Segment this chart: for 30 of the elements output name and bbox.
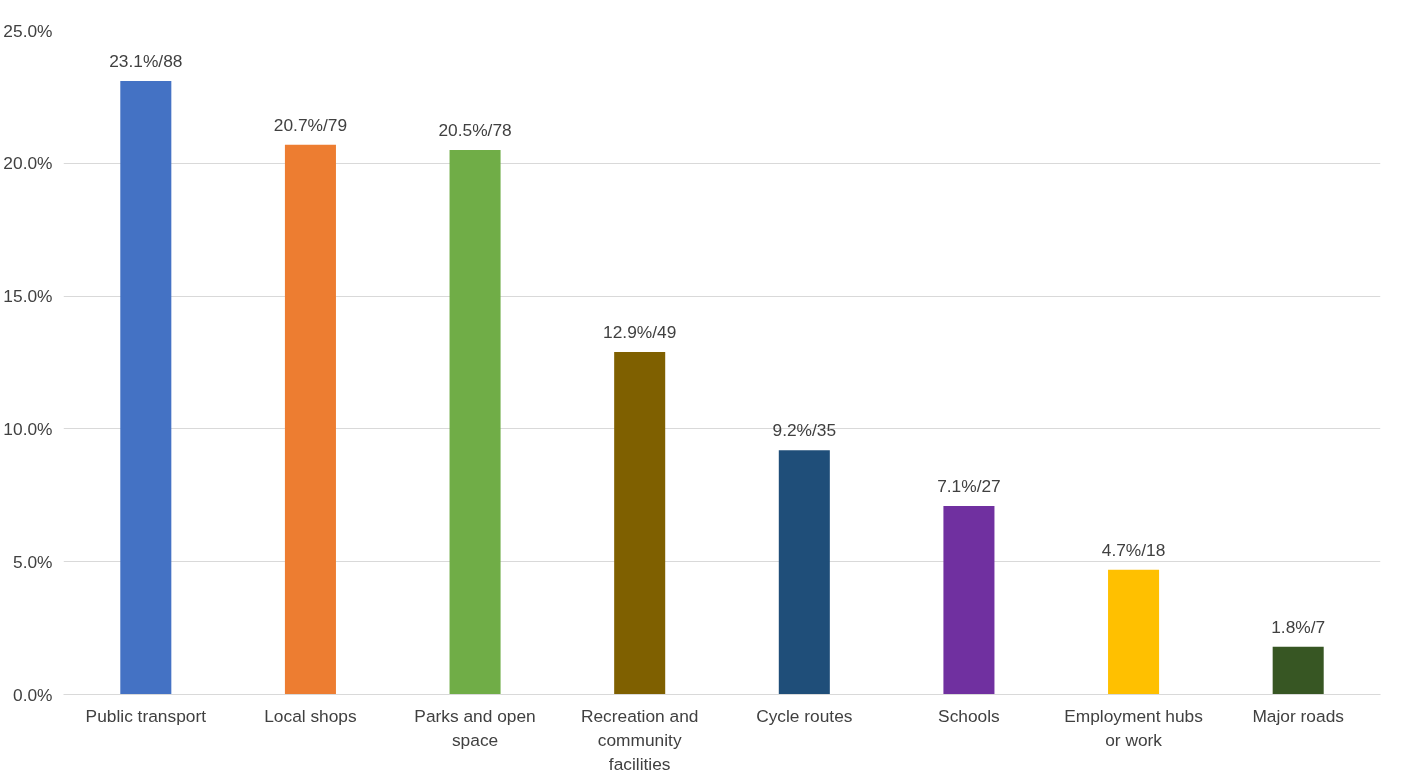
y-tick-label: 5.0% [13,551,53,572]
data-label: 1.8%/7 [1271,616,1326,637]
y-tick-label: 15.0% [3,286,53,307]
y-tick-label: 25.0% [3,20,53,41]
x-tick-label: Recreation and community facilities [580,705,699,774]
x-tick-label: Local shops [264,705,358,726]
data-label: 20.7%/79 [273,114,348,135]
bar [778,450,830,695]
bar [943,505,995,695]
bar [449,150,501,695]
x-tick-label: Parks and open space [414,705,536,750]
y-tick-label: 0.0% [13,684,53,705]
y-tick-label: 20.0% [3,153,53,174]
data-label: 20.5%/78 [438,120,512,141]
y-tick-label: 10.0% [3,418,53,439]
bar [1108,569,1160,695]
x-tick-label: Public transport [85,705,207,726]
data-label: 23.1%/88 [109,50,183,71]
data-label: 7.1%/27 [937,475,1001,496]
data-label: 9.2%/35 [772,420,837,441]
bar [1272,646,1324,695]
bar [284,144,336,695]
x-tick-label: Schools [938,705,1001,726]
data-label: 4.7%/18 [1101,539,1166,560]
x-tick-label: Major roads [1252,705,1345,726]
x-tick-label: Cycle routes [756,705,853,726]
bar [120,80,172,695]
bar [614,351,666,695]
data-label: 12.9%/49 [603,321,677,342]
x-tick-label: Employment hubs or work [1064,705,1204,750]
